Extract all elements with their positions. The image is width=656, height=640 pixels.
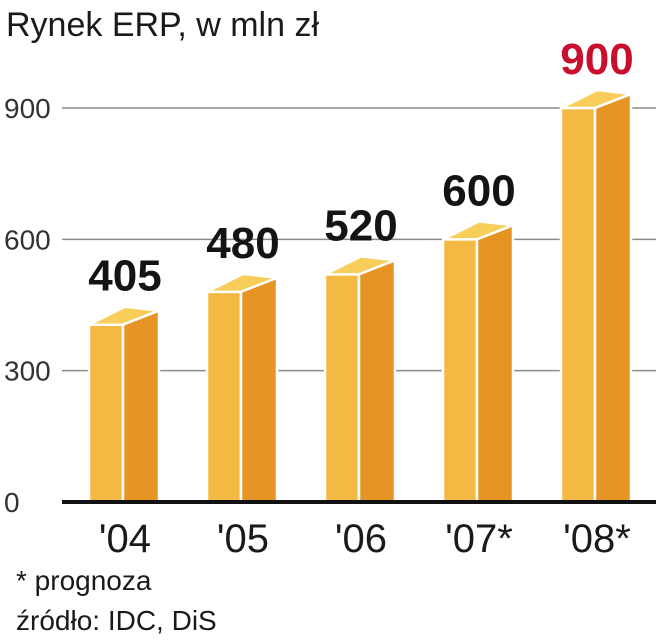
bar-top-face — [205, 272, 279, 294]
bar-front-face — [87, 323, 125, 504]
bar-front-face — [205, 290, 243, 504]
data-label: 405 — [88, 252, 161, 301]
x-category-label: '04 — [99, 517, 151, 561]
bar-top-face — [87, 305, 161, 326]
y-tick-label: 300 — [4, 356, 51, 387]
source-footnote: źródło: IDC, DiS — [16, 605, 217, 636]
bar-side-face — [239, 276, 279, 504]
x-category-label: '06 — [335, 517, 387, 561]
bar-side-face — [593, 92, 633, 504]
bar-side-face — [121, 309, 161, 504]
bars — [87, 88, 633, 504]
x-category-label: '08* — [563, 517, 631, 561]
bar-front-face — [441, 237, 479, 504]
x-axis-labels: '04 '05 '06 '07* '08* — [99, 517, 631, 561]
bar-top-face — [323, 255, 397, 276]
y-tick-label: 600 — [4, 224, 51, 255]
bar-side-face — [357, 259, 397, 504]
bar-2 — [205, 272, 279, 504]
bar-top-face — [559, 88, 633, 110]
bar-side-face — [475, 223, 515, 504]
data-label: 600 — [442, 166, 515, 215]
bar-3 — [323, 255, 397, 504]
data-labels: 405 480 520 600 900 — [88, 35, 633, 301]
data-label: 900 — [560, 35, 633, 84]
data-label: 480 — [206, 219, 279, 268]
data-label: 520 — [324, 201, 397, 250]
y-axis-ticks: 0 300 600 900 — [4, 93, 51, 518]
bar-1 — [87, 305, 161, 504]
bar-front-face — [559, 106, 597, 504]
bar-5 — [559, 88, 633, 504]
x-category-label: '07* — [445, 517, 513, 561]
bar-top-face — [441, 220, 515, 241]
x-category-label: '05 — [217, 517, 269, 561]
y-tick-label: 0 — [4, 487, 20, 518]
y-tick-label: 900 — [4, 93, 51, 124]
bar-4 — [441, 220, 515, 504]
chart-title: Rynek ERP, w mln zł — [6, 6, 319, 44]
forecast-footnote: * prognoza — [16, 565, 152, 596]
bar-front-face — [323, 273, 361, 504]
